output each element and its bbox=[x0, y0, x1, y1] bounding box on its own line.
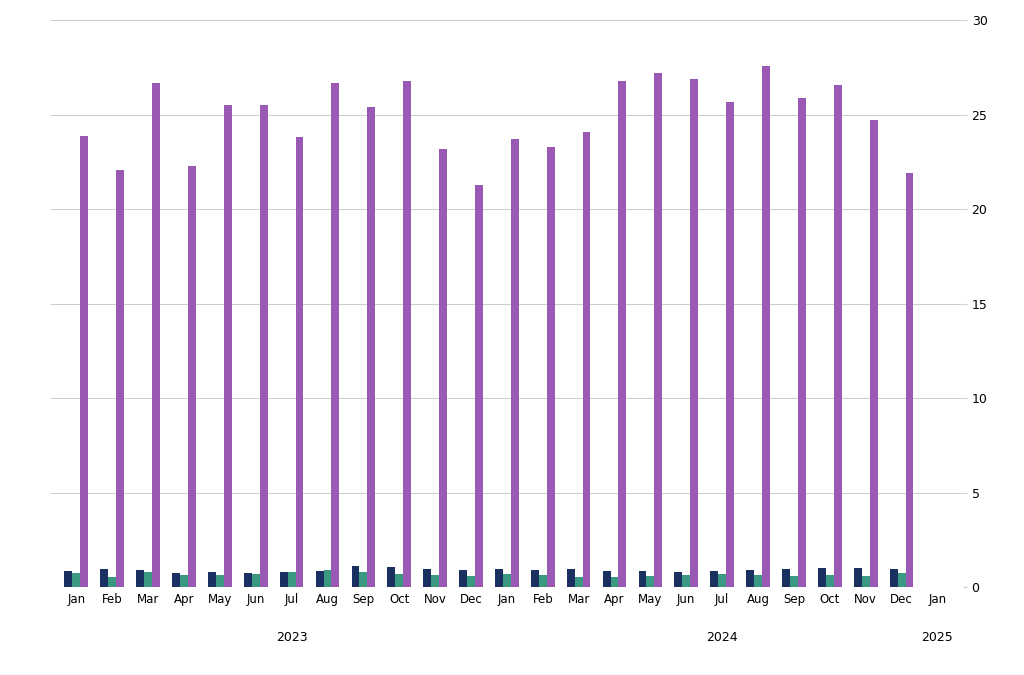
Bar bbox=[180, 575, 188, 587]
Bar bbox=[252, 574, 260, 587]
Bar bbox=[100, 569, 109, 587]
Bar bbox=[503, 574, 511, 587]
Bar bbox=[136, 570, 144, 587]
Bar bbox=[65, 571, 73, 587]
Bar bbox=[109, 577, 116, 587]
Bar bbox=[790, 576, 798, 587]
Text: 2023: 2023 bbox=[275, 631, 307, 644]
Bar bbox=[530, 570, 539, 587]
Bar bbox=[618, 81, 627, 587]
Bar bbox=[431, 575, 439, 587]
Bar bbox=[423, 569, 431, 587]
Bar bbox=[675, 572, 682, 587]
Bar bbox=[654, 73, 663, 587]
Bar bbox=[574, 577, 583, 587]
Bar bbox=[818, 568, 825, 587]
Bar bbox=[762, 65, 770, 587]
Bar bbox=[216, 575, 224, 587]
Bar bbox=[368, 107, 375, 587]
Bar bbox=[511, 139, 519, 587]
Bar bbox=[359, 572, 368, 587]
Text: 2024: 2024 bbox=[707, 631, 738, 644]
Bar bbox=[467, 576, 475, 587]
Bar bbox=[152, 82, 160, 587]
Bar bbox=[869, 120, 878, 587]
Bar bbox=[646, 576, 654, 587]
Bar bbox=[188, 166, 196, 587]
Bar bbox=[495, 569, 503, 587]
Text: 2025: 2025 bbox=[922, 631, 953, 644]
Bar bbox=[690, 79, 698, 587]
Bar bbox=[726, 101, 734, 587]
Bar bbox=[610, 577, 618, 587]
Bar bbox=[315, 571, 324, 587]
Bar bbox=[583, 132, 591, 587]
Bar bbox=[862, 576, 869, 587]
Bar bbox=[296, 138, 303, 587]
Bar bbox=[834, 84, 842, 587]
Bar bbox=[208, 572, 216, 587]
Bar bbox=[567, 569, 574, 587]
Bar bbox=[324, 570, 332, 587]
Bar bbox=[711, 571, 718, 587]
Bar bbox=[682, 575, 690, 587]
Bar bbox=[754, 575, 762, 587]
Bar bbox=[332, 82, 339, 587]
Bar bbox=[387, 568, 395, 587]
Bar bbox=[403, 81, 411, 587]
Bar bbox=[116, 169, 124, 587]
Bar bbox=[825, 575, 834, 587]
Bar bbox=[73, 573, 80, 587]
Bar bbox=[260, 105, 267, 587]
Bar bbox=[639, 571, 646, 587]
Bar bbox=[288, 572, 296, 587]
Bar bbox=[280, 572, 288, 587]
Bar bbox=[351, 566, 359, 587]
Bar bbox=[547, 147, 555, 587]
Bar bbox=[144, 572, 152, 587]
Bar bbox=[539, 575, 547, 587]
Bar bbox=[890, 569, 898, 587]
Bar bbox=[459, 570, 467, 587]
Bar bbox=[718, 574, 726, 587]
Bar bbox=[172, 573, 180, 587]
Bar bbox=[905, 173, 913, 587]
Bar bbox=[80, 136, 88, 587]
Bar bbox=[244, 573, 252, 587]
Bar bbox=[395, 574, 403, 587]
Bar bbox=[782, 569, 790, 587]
Bar bbox=[854, 568, 862, 587]
Bar bbox=[224, 105, 231, 587]
Bar bbox=[746, 570, 754, 587]
Bar bbox=[439, 148, 446, 587]
Bar bbox=[798, 98, 806, 587]
Bar bbox=[603, 571, 610, 587]
Bar bbox=[898, 573, 905, 587]
Bar bbox=[475, 185, 483, 587]
